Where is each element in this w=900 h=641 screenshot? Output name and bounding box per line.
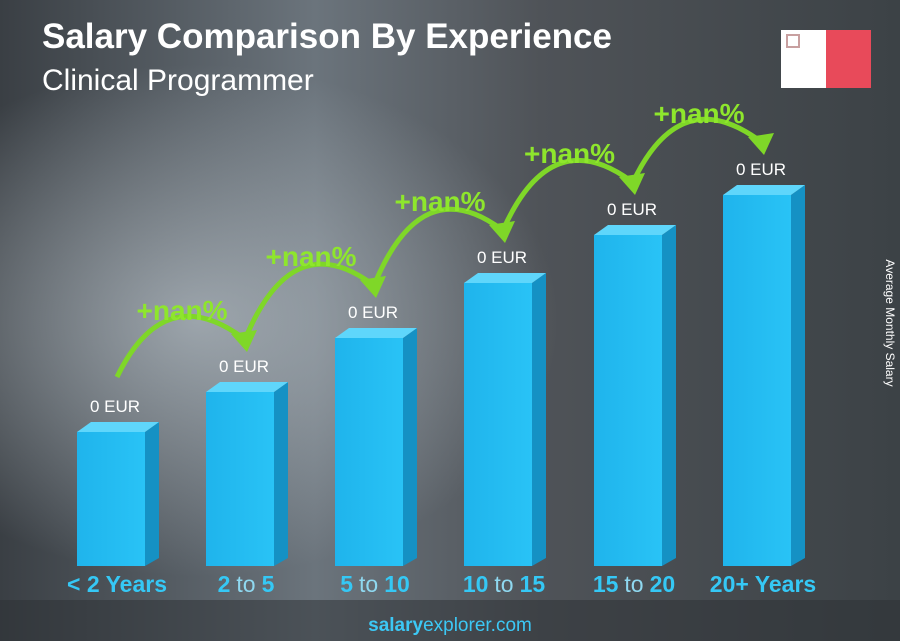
footer-domain: explorer.com <box>423 615 532 636</box>
flag-red <box>826 30 871 88</box>
bar-side <box>791 185 805 566</box>
value-label: 0 EUR <box>219 357 269 376</box>
change-label: +nan% <box>524 138 615 169</box>
change-arrowhead <box>748 133 774 155</box>
category-label: < 2 Years <box>67 571 167 597</box>
category-part: 15 <box>593 571 619 597</box>
change-arrowhead <box>489 221 515 243</box>
category-part: 10 <box>384 571 410 597</box>
bar-side <box>145 422 159 566</box>
category-part: 20+ Years <box>710 571 816 597</box>
flag-cross <box>786 34 800 48</box>
flag <box>781 30 871 88</box>
value-label: 0 EUR <box>90 397 140 416</box>
category-label: 15 to 20 <box>593 571 675 597</box>
change-arrow <box>243 261 374 338</box>
bar-front <box>335 338 403 566</box>
category-label: 20+ Years <box>710 571 816 597</box>
change-arrow <box>372 206 503 284</box>
flag-white <box>781 30 826 88</box>
title: Salary Comparison By Experience <box>42 17 612 56</box>
footer-brand: salary <box>368 615 423 636</box>
category-part: to <box>236 571 255 597</box>
value-label: 0 EUR <box>607 200 657 219</box>
change-arrow <box>501 157 633 230</box>
category-part: 10 <box>463 571 489 597</box>
change-arrow <box>631 116 762 182</box>
category-part: 20 <box>650 571 676 597</box>
bar-top <box>464 273 546 283</box>
category-part: 5 <box>262 571 275 597</box>
subtitle: Clinical Programmer <box>42 64 314 97</box>
bar-front <box>464 283 532 566</box>
bar-side <box>532 273 546 566</box>
change-arrowhead <box>619 173 645 195</box>
change-label: +nan% <box>394 186 485 217</box>
category-part: to <box>359 571 378 597</box>
bar-front <box>594 235 662 566</box>
bar-side <box>274 382 288 566</box>
category-label: 5 to 10 <box>340 571 410 597</box>
bar-side <box>403 328 417 566</box>
bar-top <box>77 422 159 432</box>
bar-top <box>335 328 417 338</box>
category-part: 2 <box>218 571 231 597</box>
category-part: to <box>624 571 643 597</box>
value-label: 0 EUR <box>736 160 786 179</box>
category-label: 2 to 5 <box>218 571 275 597</box>
category-label: 10 to 15 <box>463 571 546 597</box>
footer-band <box>0 600 900 641</box>
category-part: to <box>494 571 513 597</box>
category-part: 15 <box>520 571 546 597</box>
bar-top <box>594 225 676 235</box>
change-label: +nan% <box>136 295 227 326</box>
bars <box>77 185 805 566</box>
change-label: +nan% <box>265 241 356 272</box>
bar-front <box>206 392 274 566</box>
change-arrowhead <box>360 276 386 298</box>
bar-front <box>723 195 791 566</box>
change-label: +nan% <box>653 98 744 129</box>
change-arrowhead <box>231 330 257 352</box>
category-part: < 2 Years <box>67 571 167 597</box>
bar-top <box>206 382 288 392</box>
value-label: 0 EUR <box>348 303 398 322</box>
bar-front <box>77 432 145 566</box>
change-arrow <box>114 313 245 379</box>
bar-top <box>723 185 805 195</box>
footer: salaryexplorer.com <box>368 615 532 636</box>
value-label: 0 EUR <box>477 248 527 267</box>
axis-label: Average Monthly Salary <box>883 259 897 386</box>
category-part: 5 <box>340 571 353 597</box>
bar-side <box>662 225 676 566</box>
